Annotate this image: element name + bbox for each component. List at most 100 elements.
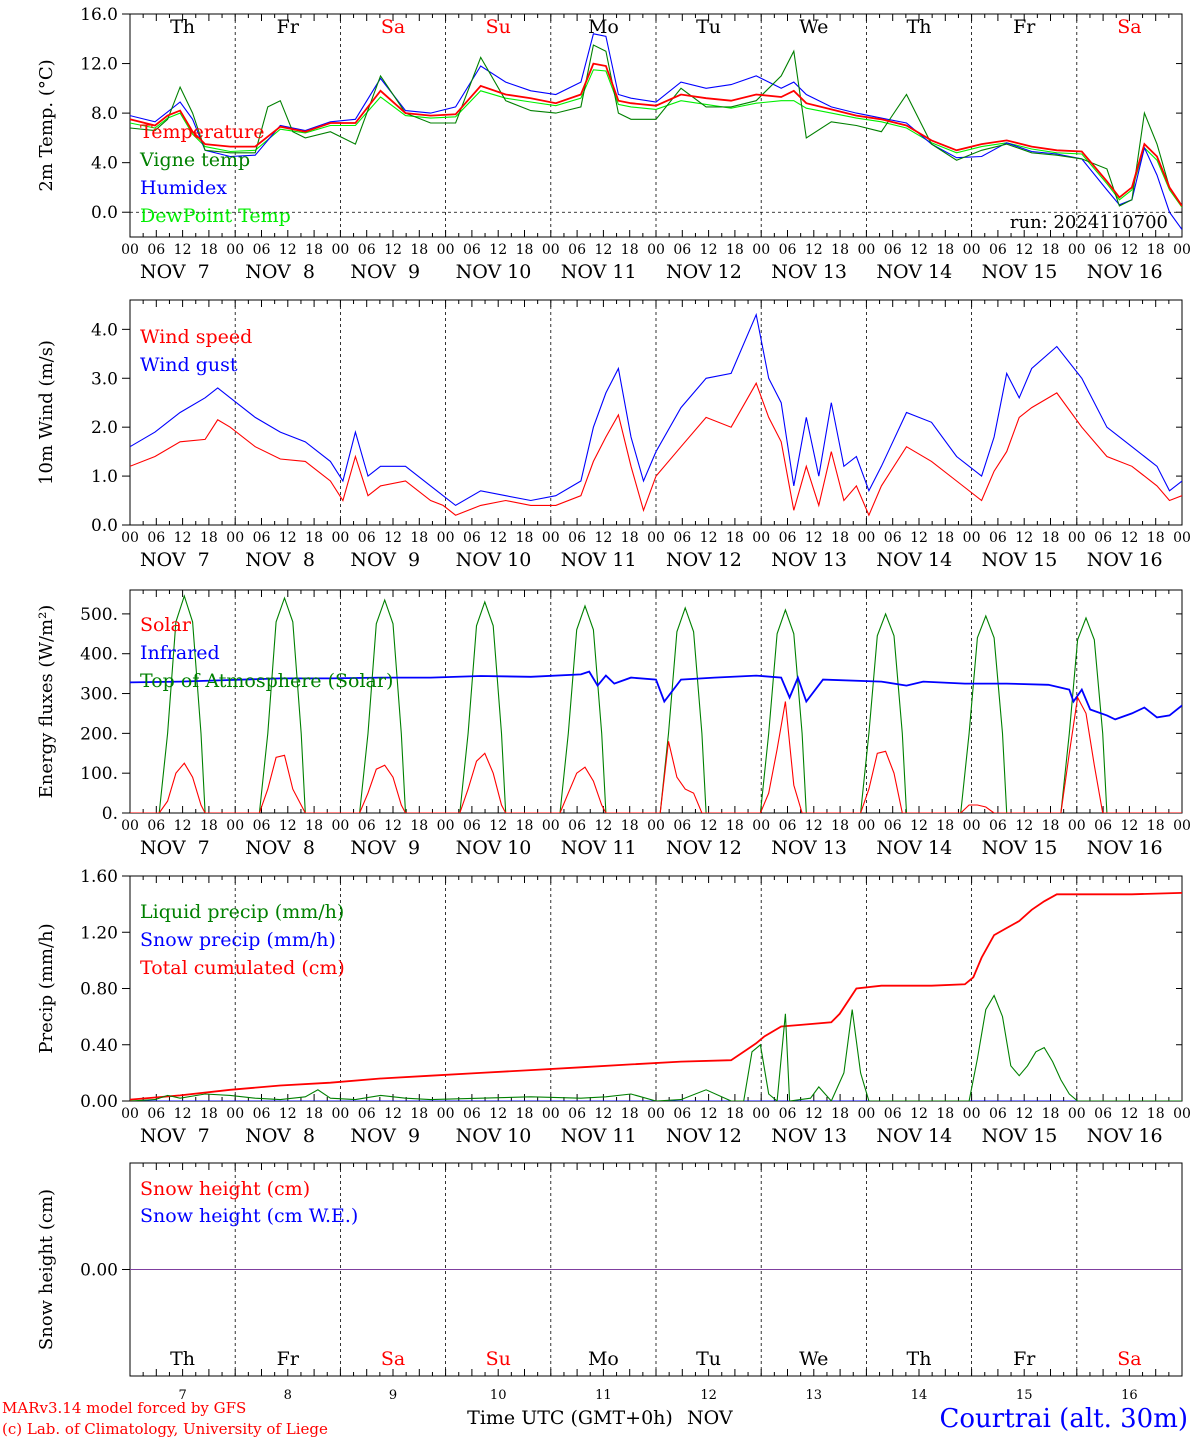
hour-tick-label: 06: [358, 242, 376, 258]
hour-tick-label: 18: [516, 818, 534, 834]
day-of-week-label: Mo: [588, 1348, 619, 1370]
hour-tick-label: 00: [752, 818, 770, 834]
plot-frame: [129, 299, 1183, 526]
date-label: NOV 13: [771, 1125, 847, 1147]
date-label: NOV 9: [350, 261, 420, 283]
hour-tick-label: 06: [1094, 530, 1112, 546]
date-label: NOV 10: [456, 261, 532, 283]
hour-tick-label: 06: [253, 1106, 271, 1122]
y-tick-label: 0.: [102, 804, 118, 824]
credit-lab: (c) Lab. of Climatology, University of L…: [2, 1420, 328, 1438]
date-label: NOV 7: [140, 549, 210, 571]
day-of-week-label: Fr: [277, 1348, 300, 1370]
hour-tick-label: 06: [779, 818, 797, 834]
date-label: NOV 12: [666, 261, 742, 283]
day-of-week-label: Sa: [1117, 1348, 1141, 1370]
series-line-dewpoint-temp: [130, 69, 1182, 208]
hour-tick-label: 00: [437, 818, 455, 834]
hour-tick-label: 06: [673, 818, 691, 834]
date-label: NOV 12: [666, 1125, 742, 1147]
date-label: NOV 13: [771, 549, 847, 571]
hour-tick-label: 00: [331, 242, 349, 258]
day-of-week-label: Fr: [1013, 1348, 1036, 1370]
day-of-week-label: We: [799, 16, 828, 38]
date-label: NOV 14: [876, 549, 952, 571]
hour-tick-label: 06: [463, 818, 481, 834]
hour-tick-label: 12: [910, 1106, 928, 1122]
day-of-week-label: Fr: [1013, 16, 1036, 38]
hour-tick-label: 00: [331, 1106, 349, 1122]
hour-tick-label: 00: [647, 530, 665, 546]
hour-tick-label: 00: [963, 1106, 981, 1122]
hour-tick-label: 18: [621, 530, 639, 546]
day-of-week-label: Sa: [381, 16, 405, 38]
hour-tick-label: 18: [410, 818, 428, 834]
hour-tick-label: 12: [910, 818, 928, 834]
y-tick-label: 400.: [80, 645, 118, 665]
day-number-label: 7: [178, 1388, 186, 1403]
date-label: NOV 15: [982, 549, 1058, 571]
hour-tick-label: 06: [779, 1106, 797, 1122]
y-axis-label: Precip (mm/h): [36, 923, 57, 1053]
hour-tick-label: 00: [331, 530, 349, 546]
hour-tick-label: 00: [121, 818, 139, 834]
y-axis-label: Energy fluxes (W/m²): [36, 605, 57, 799]
day-of-week-label: Su: [486, 16, 511, 38]
date-label: NOV 16: [1087, 549, 1163, 571]
hour-tick-label: 00: [647, 242, 665, 258]
hour-tick-label: 06: [779, 242, 797, 258]
series-line-liquid-precip-mm-h-: [130, 994, 1182, 1101]
hour-tick-label: 12: [594, 530, 612, 546]
hour-tick-label: 00: [1173, 242, 1191, 258]
y-tick-label: 200.: [80, 724, 118, 744]
hour-tick-label: 18: [936, 242, 954, 258]
y-tick-label: 4.0: [91, 320, 118, 340]
hour-tick-label: 18: [410, 530, 428, 546]
hour-tick-label: 00: [752, 530, 770, 546]
legend-entry: Wind speed: [140, 326, 252, 348]
hour-tick-label: 00: [437, 242, 455, 258]
hour-tick-label: 06: [884, 818, 902, 834]
y-tick-label: 8.0: [91, 104, 118, 124]
date-label: NOV 9: [350, 1125, 420, 1147]
day-number-label: 13: [806, 1388, 823, 1403]
date-label: NOV 14: [876, 261, 952, 283]
hour-tick-label: 00: [437, 1106, 455, 1122]
hour-tick-label: 12: [384, 530, 402, 546]
day-of-week-label: Sa: [381, 1348, 405, 1370]
hour-tick-label: 18: [621, 242, 639, 258]
date-label: NOV 9: [350, 549, 420, 571]
hour-tick-label: 06: [673, 242, 691, 258]
series-line-solar: [130, 695, 1182, 813]
hour-tick-label: 12: [910, 530, 928, 546]
hour-tick-label: 18: [410, 242, 428, 258]
hour-tick-label: 00: [752, 242, 770, 258]
date-label: NOV 11: [561, 549, 637, 571]
y-tick-label: 0.40: [80, 1036, 118, 1056]
hour-tick-label: 12: [1015, 530, 1033, 546]
hour-tick-label: 18: [410, 1106, 428, 1122]
hour-tick-label: 06: [989, 530, 1007, 546]
hour-tick-label: 00: [857, 242, 875, 258]
hour-tick-label: 06: [358, 1106, 376, 1122]
panel-2: 0.0 1.0 2.0 3.0 4.0 10m Wind (m/s) Wind speed W…: [36, 299, 1191, 571]
hour-tick-label: 18: [200, 242, 218, 258]
hour-tick-label: 06: [989, 1106, 1007, 1122]
hour-tick-label: 12: [1120, 818, 1138, 834]
hour-tick-label: 12: [384, 242, 402, 258]
hour-tick-label: 12: [279, 1106, 297, 1122]
hour-tick-label: 06: [463, 242, 481, 258]
hour-tick-label: 00: [121, 242, 139, 258]
y-tick-label: 4.0: [91, 154, 118, 174]
date-label: NOV 8: [245, 1125, 315, 1147]
date-label: NOV 12: [666, 549, 742, 571]
hour-tick-label: 00: [121, 530, 139, 546]
date-label: NOV 8: [245, 549, 315, 571]
series-line-wind-gust: [130, 312, 1182, 507]
y-tick-label: 0.0: [91, 516, 118, 536]
hour-tick-label: 06: [673, 1106, 691, 1122]
hour-tick-label: 00: [542, 1106, 560, 1122]
hour-tick-label: 12: [1015, 1106, 1033, 1122]
hour-tick-label: 18: [305, 818, 323, 834]
